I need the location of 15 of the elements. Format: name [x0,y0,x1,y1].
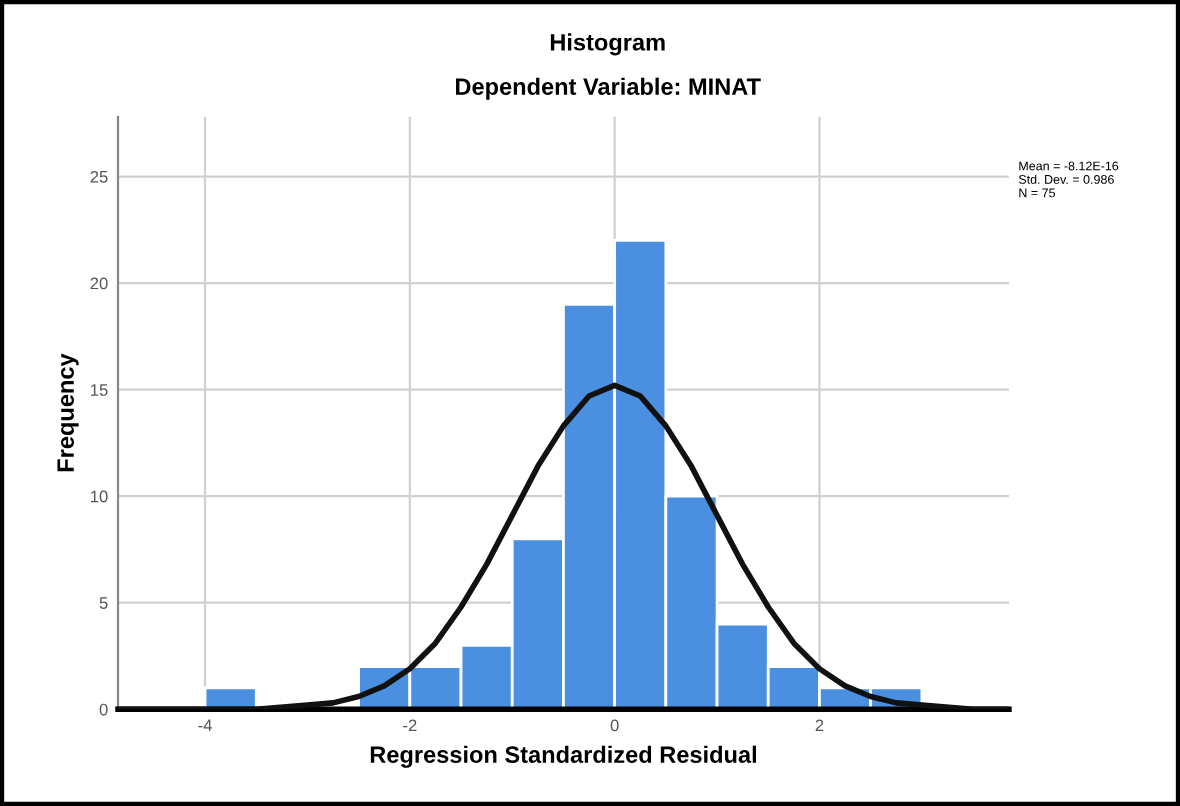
y-tick-label: 5 [99,597,108,609]
x-tick-label: -2 [403,719,417,732]
y-tick-label: 20 [90,277,108,290]
y-tick-label: 0 [99,703,108,716]
x-axis-title: Regression Standardized Residual [370,745,756,768]
x-tick-label: 2 [815,719,824,732]
x-tick-label: 0 [610,719,619,732]
chart-title: Histogram [550,33,665,56]
y-tick-label: 15 [91,384,108,396]
x-tick-label: -4 [198,719,212,732]
y-tick-label: 25 [90,170,108,183]
line-series [118,382,1009,710]
chart-subtitle: Dependent Variable: MINAT [456,77,761,100]
y-axis-title: Frequency [57,353,79,472]
y-tick-label: 10 [91,490,108,503]
